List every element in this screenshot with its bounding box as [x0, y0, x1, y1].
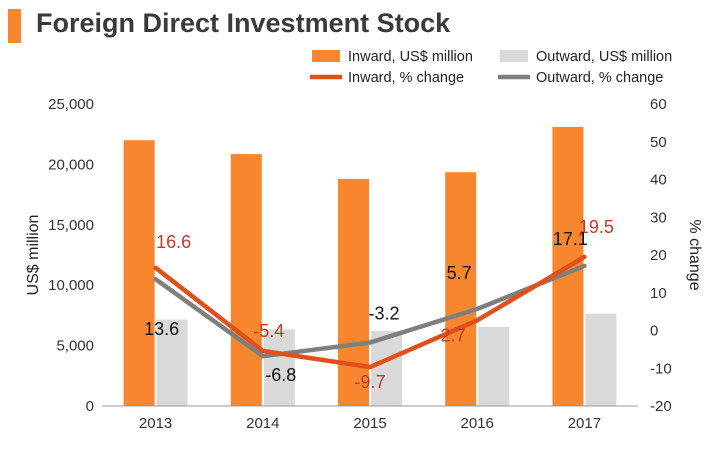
legend-label-1: Outward, US$ million — [536, 49, 672, 65]
y-axis-title: US$ million — [25, 215, 42, 296]
title-accent-bar — [8, 9, 21, 43]
y2-tick-label: 10 — [650, 285, 667, 302]
y-tick-label: 0 — [86, 398, 94, 415]
y-tick-label: 15,000 — [48, 217, 94, 234]
inward-bar-2016 — [445, 172, 477, 406]
chart-title: Foreign Direct Investment Stock — [36, 8, 451, 38]
inward-change-label-2013: 16.6 — [156, 232, 191, 252]
legend: Inward, US$ million Outward, US$ million I… — [310, 49, 672, 86]
y2-tick-label: 60 — [650, 96, 667, 113]
outward-bar-2016 — [478, 326, 510, 406]
legend-swatch-0 — [312, 50, 340, 62]
legend-label-0: Inward, US$ million — [348, 49, 473, 65]
outward-bar-2017 — [585, 313, 617, 406]
outward-bar-2013 — [156, 319, 188, 406]
y-tick-label: 20,000 — [48, 156, 94, 173]
legend-label-3: Outward, % change — [536, 70, 663, 86]
y2-tick-label: 20 — [650, 247, 667, 264]
outward-change-label-2013: 13.6 — [144, 319, 179, 339]
outward-change-label-2016: 5.7 — [447, 263, 472, 283]
legend-swatch-1 — [500, 50, 528, 62]
y2-axis-title: % change — [686, 219, 703, 290]
x-tick-label: 2013 — [139, 415, 172, 432]
y2-tick-label: 40 — [650, 172, 667, 189]
inward-change-line — [153, 254, 587, 370]
inward-bar-2013 — [123, 140, 155, 407]
inward-change-label-2015: -9.7 — [354, 372, 385, 392]
outward-change-label-2015: -3.2 — [368, 304, 399, 324]
outward-change-label-2014: -6.8 — [265, 365, 296, 385]
y2-tick-label: 30 — [650, 209, 667, 226]
outward-change-line — [153, 263, 587, 359]
axes-layer: 0 5,000 10,000 15,000 20,000 25,000 -20 -10 0 10 2… — [25, 96, 703, 432]
x-tick-label: 2014 — [246, 415, 279, 432]
x-tick-label: 2016 — [461, 415, 494, 432]
data-labels-layer: 16.6 -5.4 -9.7 2.7 19.5 13.6 -6.8 -3.2 5.7 17.1 — [144, 217, 614, 392]
inward-change-label-2016: 2.7 — [441, 325, 466, 345]
inward-change-label-2014: -5.4 — [253, 321, 284, 341]
y2-tick-label: -10 — [650, 360, 672, 377]
x-tick-label: 2015 — [353, 415, 386, 432]
inward-bar-2014 — [230, 154, 262, 406]
y2-tick-label: 0 — [650, 323, 658, 340]
x-tick-label: 2017 — [568, 415, 601, 432]
y-tick-label: 10,000 — [48, 277, 94, 294]
y-tick-label: 25,000 — [48, 96, 94, 113]
outward-change-label-2017: 17.1 — [553, 229, 588, 249]
outward-bar-2014 — [263, 329, 295, 406]
inward-change-label-2017: 19.5 — [579, 217, 614, 237]
outward-bar-2015 — [371, 331, 402, 406]
y-tick-label: 5,000 — [56, 338, 94, 355]
y2-tick-label: -20 — [650, 398, 672, 415]
y2-tick-label: 50 — [650, 134, 667, 151]
legend-label-2: Inward, % change — [348, 70, 464, 86]
bars-layer — [123, 126, 617, 407]
lines-layer — [153, 254, 587, 370]
